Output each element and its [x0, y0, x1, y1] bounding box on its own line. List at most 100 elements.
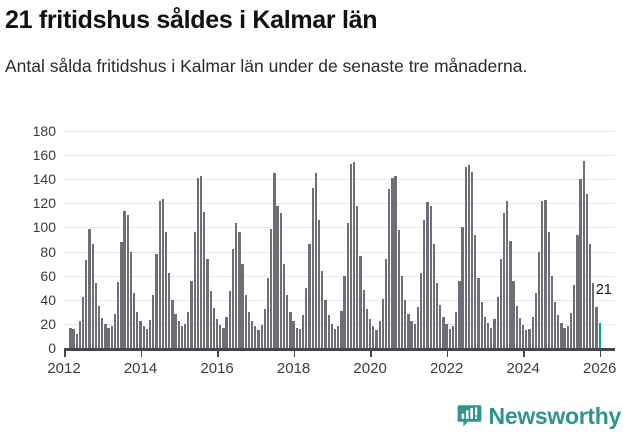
bar	[145, 328, 149, 348]
bar	[212, 308, 215, 348]
bar	[493, 319, 496, 348]
bar	[391, 178, 394, 348]
bar	[231, 249, 235, 348]
bar	[209, 291, 212, 348]
x-axis-tick-label: 2022	[429, 360, 464, 377]
bar	[419, 273, 423, 348]
bar	[576, 234, 579, 348]
bar	[595, 307, 598, 348]
bar	[359, 256, 362, 348]
bar	[592, 282, 595, 348]
bar	[474, 234, 477, 348]
x-axis-tick-mark	[293, 350, 296, 357]
bar	[553, 302, 557, 348]
bar	[407, 314, 410, 348]
bar	[455, 311, 458, 348]
bar	[196, 178, 200, 348]
bar	[432, 244, 436, 348]
bar	[228, 291, 231, 348]
gridline	[64, 227, 615, 229]
x-axis-tick-label: 2016	[200, 360, 234, 377]
y-axis-tick-label: 60	[40, 267, 56, 284]
bar	[375, 329, 378, 348]
bar	[550, 275, 553, 348]
bar	[515, 305, 518, 348]
bar	[547, 232, 550, 348]
bar	[579, 179, 582, 348]
x-axis-tick-mark	[64, 350, 66, 357]
bar	[187, 311, 190, 348]
bar	[378, 321, 381, 348]
bar	[72, 328, 75, 348]
x-axis-tick-label: 2020	[353, 360, 387, 377]
bar	[305, 287, 308, 348]
bar	[113, 314, 117, 348]
bar	[78, 321, 82, 348]
bar	[129, 251, 133, 348]
bar	[107, 327, 110, 348]
bar	[566, 326, 569, 348]
bar	[247, 311, 251, 348]
bar	[426, 202, 429, 348]
newsworthy-wordmark: Newsworthy	[488, 403, 622, 429]
gridline	[64, 323, 615, 325]
bar	[91, 244, 94, 348]
bar	[203, 211, 206, 348]
bar	[286, 294, 289, 348]
bar	[254, 326, 257, 348]
bar	[410, 321, 413, 348]
gridline	[64, 179, 615, 181]
y-axis: 0 20 40 60 80 100 120 140 160 180	[0, 120, 631, 370]
bar	[282, 263, 286, 348]
bar	[413, 323, 416, 348]
bar	[136, 311, 139, 348]
bar	[101, 317, 104, 348]
bar	[560, 322, 563, 348]
bar	[171, 299, 174, 348]
gridline	[64, 251, 615, 253]
bar	[423, 220, 426, 348]
gridline	[64, 155, 615, 157]
chart-subtitle: Antal sålda fritidshus i Kalmar län unde…	[5, 56, 528, 76]
page-title: 21 fritidshus såldes i Kalmar län	[5, 6, 378, 34]
bar	[509, 240, 512, 348]
bar	[537, 251, 541, 348]
bar	[257, 329, 260, 348]
gridline	[64, 131, 615, 132]
bar	[324, 299, 327, 348]
bar	[222, 327, 225, 348]
y-axis-tick-label: 20	[40, 315, 56, 332]
bar	[263, 309, 267, 348]
bar	[180, 326, 184, 348]
x-axis-tick-mark	[140, 350, 143, 357]
bar	[445, 323, 448, 348]
bar	[340, 310, 343, 348]
x-axis-tick-label: 2018	[276, 360, 311, 377]
x-axis-tick-label: 2026	[583, 360, 617, 377]
newsworthy-logo[interactable]: Newsworthy	[457, 404, 621, 429]
bar	[241, 263, 244, 348]
bar	[573, 285, 576, 348]
bar	[528, 328, 531, 348]
bar	[483, 316, 487, 348]
y-axis-tick-label: 80	[40, 243, 56, 260]
x-axis-tick-label: 2024	[506, 360, 540, 377]
bar	[184, 323, 187, 348]
bar	[85, 260, 88, 348]
bar	[471, 172, 474, 348]
bar	[569, 313, 573, 348]
bar	[152, 294, 155, 348]
bar	[512, 280, 515, 348]
x-axis-line	[64, 348, 615, 351]
bar	[302, 315, 305, 348]
bar	[117, 281, 120, 348]
x-axis	[0, 120, 631, 370]
bar	[279, 212, 282, 348]
x-axis-tick-label: 2014	[123, 360, 158, 377]
gridline	[64, 203, 615, 205]
bar	[235, 222, 238, 348]
bar	[308, 244, 311, 348]
bar	[120, 241, 123, 348]
bar	[104, 323, 107, 348]
bar	[451, 326, 455, 348]
